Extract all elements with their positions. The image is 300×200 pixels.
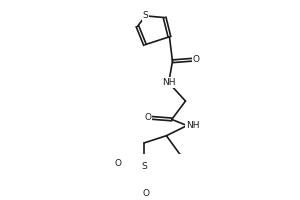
Text: NH: NH xyxy=(162,78,175,87)
Text: NH: NH xyxy=(186,121,199,130)
Text: O: O xyxy=(142,189,149,198)
Text: O: O xyxy=(193,55,200,64)
Text: S: S xyxy=(142,11,148,20)
Text: O: O xyxy=(145,113,152,122)
Text: S: S xyxy=(141,162,147,171)
Text: O: O xyxy=(115,159,122,168)
